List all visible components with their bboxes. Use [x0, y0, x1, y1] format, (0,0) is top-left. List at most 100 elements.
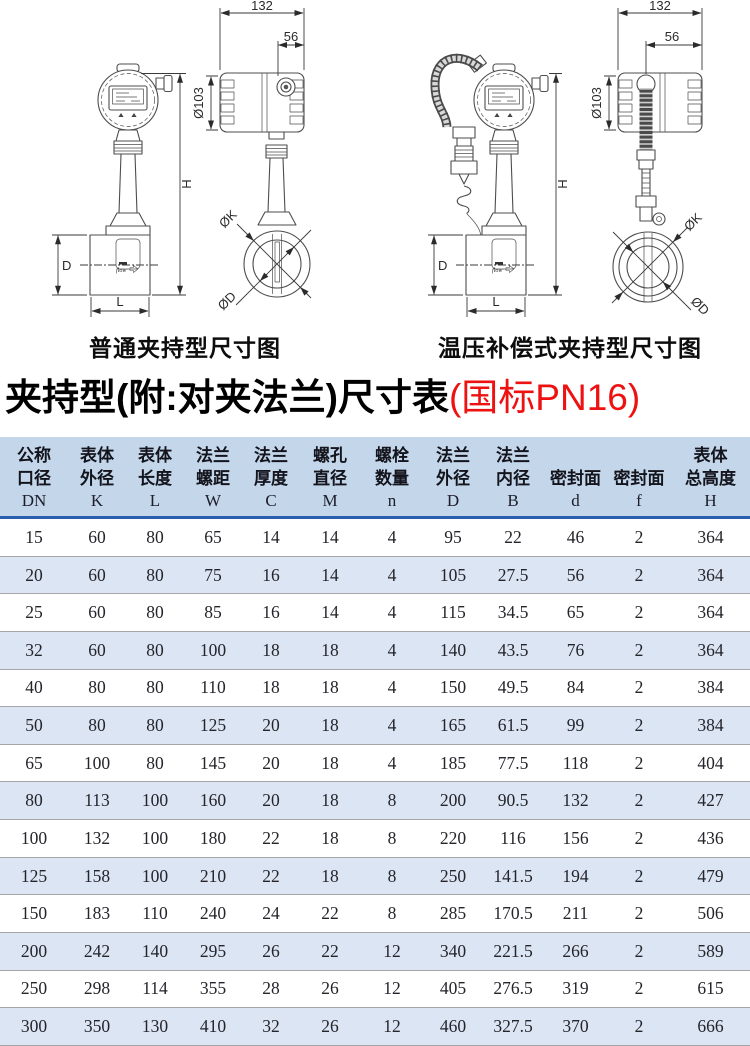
table-cell: 110 [142, 903, 168, 924]
table-cell: 364 [697, 526, 724, 547]
transmitter-head [97, 63, 173, 131]
column-header-symbol: n [387, 491, 397, 510]
dim-label-56: 56 [284, 29, 298, 44]
table-cell: 26 [321, 978, 339, 999]
table-cell: 150 [439, 677, 467, 698]
table-cell: 27.5 [497, 564, 529, 585]
table-row: 150 183 110 240 24 22 8 285 170.5 211 2 506 [0, 894, 750, 933]
table-cell: 12 [383, 1016, 401, 1037]
caption-compensated-clamp: 温压补偿式夹持型尺寸图 [438, 335, 702, 361]
table-cell: 384 [697, 715, 724, 736]
table-row: 100 132 100 180 22 18 8 220 116 156 2 436 [0, 819, 750, 858]
table-cell: 110 [200, 677, 226, 698]
flow-direction-mark: flow [492, 262, 515, 274]
table-cell: 210 [199, 865, 227, 886]
table-row: 25 60 80 85 16 14 4 115 34.5 65 2 364 [0, 593, 750, 632]
flow-direction-mark: flow [116, 262, 139, 274]
column-header-line: 表体 [80, 446, 114, 465]
table-cell: 132 [83, 827, 111, 848]
column-header-symbol: f [636, 491, 642, 510]
table-cell: 2 [634, 752, 644, 773]
table-cell: 2 [634, 602, 644, 623]
page-title: 夹持型(附:对夹法兰)尺寸表(国标PN16) [5, 367, 640, 421]
table-cell: 80 [146, 752, 164, 773]
table-cell: 404 [697, 752, 724, 773]
table-cell: 340 [439, 940, 467, 961]
table-cell: 18 [321, 752, 339, 773]
table-cell: 65 [204, 526, 222, 547]
table-cell: 105 [439, 564, 467, 585]
table-cell: 364 [697, 564, 724, 585]
table-cell: 666 [697, 1016, 724, 1037]
column-header-line: 螺栓 [375, 446, 409, 465]
table-row: 65 100 80 145 20 18 4 185 77.5 118 2 404 [0, 744, 750, 782]
dim-dia103: Ø103 [589, 75, 616, 131]
dim-K: ØK [216, 207, 244, 231]
table-row: 300 350 130 410 32 26 12 460 327.5 370 2 666 [0, 1007, 750, 1046]
dim-label-bore: ØD [688, 294, 712, 318]
column-header-line: 总高度 [685, 469, 736, 488]
table-cell: 185 [439, 752, 467, 773]
table-cell: 80 [25, 790, 43, 811]
table-cell: 43.5 [497, 639, 529, 660]
table-cell: 50 [25, 715, 43, 736]
column-header-line [545, 444, 606, 467]
side-view: 132 56 Ø103 ØK ØD [191, 0, 312, 313]
table-cell: 4 [387, 639, 397, 660]
dim-dia103: Ø103 [191, 75, 218, 131]
column-header-line: 螺距 [196, 469, 230, 488]
column-header-line: 密封面 [550, 469, 601, 488]
table-cell: 2 [634, 865, 644, 886]
dim-56: 56 [277, 29, 304, 76]
table-cell: 221.5 [493, 940, 533, 961]
dim-label-L: L [492, 294, 499, 309]
column-header-symbol: C [265, 491, 277, 510]
dim-132: 132 [617, 0, 703, 70]
table-cell: 125 [199, 715, 227, 736]
table-cell: 130 [141, 1016, 169, 1037]
table-row: 15 60 80 65 14 14 4 95 22 46 2 364 [0, 517, 750, 556]
flow-label: flow [492, 267, 502, 274]
table-cell: 2 [634, 715, 644, 736]
table-cell: 211 [562, 903, 589, 924]
figure-compensated-clamp: flow D L H [428, 0, 712, 318]
table-cell: 14 [321, 526, 339, 547]
table-cell: 2 [634, 903, 644, 924]
table-cell: 2 [634, 978, 644, 999]
table-cell: 194 [562, 865, 589, 886]
table-cell: 250 [439, 865, 467, 886]
column-header-symbol: B [507, 491, 519, 510]
dim-56: 56 [645, 29, 702, 74]
column-header-line: 法兰 [196, 446, 230, 465]
table-cell: 60 [88, 639, 106, 660]
dim-H: H [141, 73, 194, 296]
table-cell: 26 [262, 940, 280, 961]
column-header-line: 表体 [138, 446, 172, 465]
table-cell: 242 [83, 940, 111, 961]
column-header: 密封面 f [607, 437, 671, 519]
table-cell: 12 [383, 940, 401, 961]
table-cell: 115 [440, 602, 466, 623]
table-cell: 18 [262, 639, 280, 660]
table-cell: 80 [146, 526, 164, 547]
dim-label-D: D [62, 258, 71, 273]
dim-dia-D: ØD [215, 289, 244, 313]
table-cell: 26 [321, 1016, 339, 1037]
table-cell: 16 [262, 564, 280, 585]
table-cell: 364 [697, 639, 724, 660]
dim-label-L: L [116, 294, 123, 309]
table-cell: 200 [439, 790, 467, 811]
table-cell: 2 [634, 790, 644, 811]
table-cell: 56 [566, 564, 585, 585]
table-cell: 60 [88, 602, 106, 623]
table-cell: 479 [697, 865, 724, 886]
table-cell: 77.5 [497, 752, 529, 773]
table-cell: 180 [199, 827, 227, 848]
wafer-end-view [242, 229, 312, 299]
table-cell: 46 [566, 526, 585, 547]
table-cell: 95 [444, 526, 462, 547]
table-cell: 240 [199, 903, 227, 924]
table-cell: 150 [20, 903, 48, 924]
table-row: 250 298 114 355 28 26 12 405 276.5 319 2 615 [0, 970, 750, 1008]
table-cell: 2 [634, 526, 644, 547]
